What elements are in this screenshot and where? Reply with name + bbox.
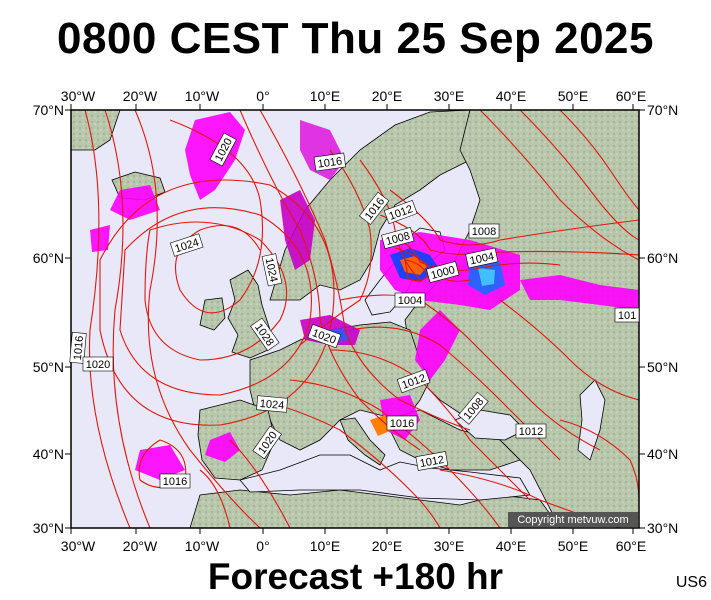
right-lat-label: 30°N <box>647 520 678 536</box>
left-lat-label: 50°N <box>33 359 64 375</box>
isobar-label: 101 <box>618 310 636 322</box>
bottom-lon-label: 0° <box>256 538 269 554</box>
isobar-label: 1024 <box>259 398 284 412</box>
bottom-axis-labels: 30°W 20°W 10°W 0° 10°E 20°E 30°E 40°E 50… <box>61 538 646 554</box>
left-axis-labels: 70°N 60°N 50°N 40°N 30°N <box>33 102 64 536</box>
isobar-label: 1016 <box>72 335 86 360</box>
bottom-lon-label: 10°W <box>185 538 220 554</box>
isobar-label: 1004 <box>398 295 422 307</box>
bottom-lon-label: 30°W <box>61 538 96 554</box>
left-lat-label: 30°N <box>33 520 64 536</box>
top-lon-label: 30°W <box>61 88 96 104</box>
top-lon-label: 20°W <box>123 88 158 104</box>
top-lon-label: 50°E <box>558 88 589 104</box>
bottom-lon-label: 10°E <box>310 538 341 554</box>
top-axis-labels: 30°W 20°W 10°W 0° 10°E 20°E 30°E 40°E 50… <box>61 88 646 104</box>
top-lon-label: 0° <box>256 88 269 104</box>
top-lon-label: 40°E <box>496 88 527 104</box>
top-lon-label: 20°E <box>372 88 403 104</box>
bottom-lon-label: 30°E <box>434 538 465 554</box>
bottom-lon-label: 50°E <box>558 538 589 554</box>
bottom-lon-label: 20°W <box>123 538 158 554</box>
top-lon-label: 30°E <box>434 88 465 104</box>
top-lon-label: 60°E <box>616 88 647 104</box>
copyright-text: Copyright metvuw.com <box>517 514 628 526</box>
isobar-labels: 1020 1016 1012 1016 1008 1008 1024 1024 … <box>69 132 640 489</box>
left-lat-label: 70°N <box>33 102 64 118</box>
bottom-lon-label: 40°E <box>496 538 527 554</box>
bottom-lon-label: 20°E <box>372 538 403 554</box>
bottom-lon-label: 60°E <box>616 538 647 554</box>
left-lat-label: 40°N <box>33 446 64 462</box>
right-lat-label: 70°N <box>647 102 678 118</box>
right-axis-labels: 70°N 60°N 50°N 40°N 30°N <box>647 102 678 536</box>
top-lon-label: 10°E <box>310 88 341 104</box>
map-title: 0800 CEST Thu 25 Sep 2025 <box>56 14 654 63</box>
isobars <box>84 110 639 528</box>
top-lon-label: 10°W <box>185 88 220 104</box>
isobar-label: 1024 <box>263 257 280 283</box>
forecast-label: Forecast +180 hr <box>207 556 504 597</box>
isobar-label: 1020 <box>86 359 110 371</box>
tick-marks <box>65 104 645 534</box>
copyright-box <box>508 512 638 527</box>
isobar-label: 1016 <box>163 476 187 488</box>
right-lat-label: 60°N <box>647 250 678 266</box>
isobar-label: 1008 <box>472 226 496 238</box>
left-lat-label: 60°N <box>33 250 64 266</box>
isobar-label: 1016 <box>317 155 343 170</box>
isobar-label: 1012 <box>519 426 543 438</box>
right-lat-label: 40°N <box>647 446 678 462</box>
isobar-label: 1016 <box>390 418 414 430</box>
isobar-label: 1012 <box>419 454 445 470</box>
right-lat-label: 50°N <box>647 359 678 375</box>
isobar-label: 1004 <box>469 251 495 268</box>
land-masses <box>71 110 639 528</box>
product-code: US6 <box>675 574 707 591</box>
